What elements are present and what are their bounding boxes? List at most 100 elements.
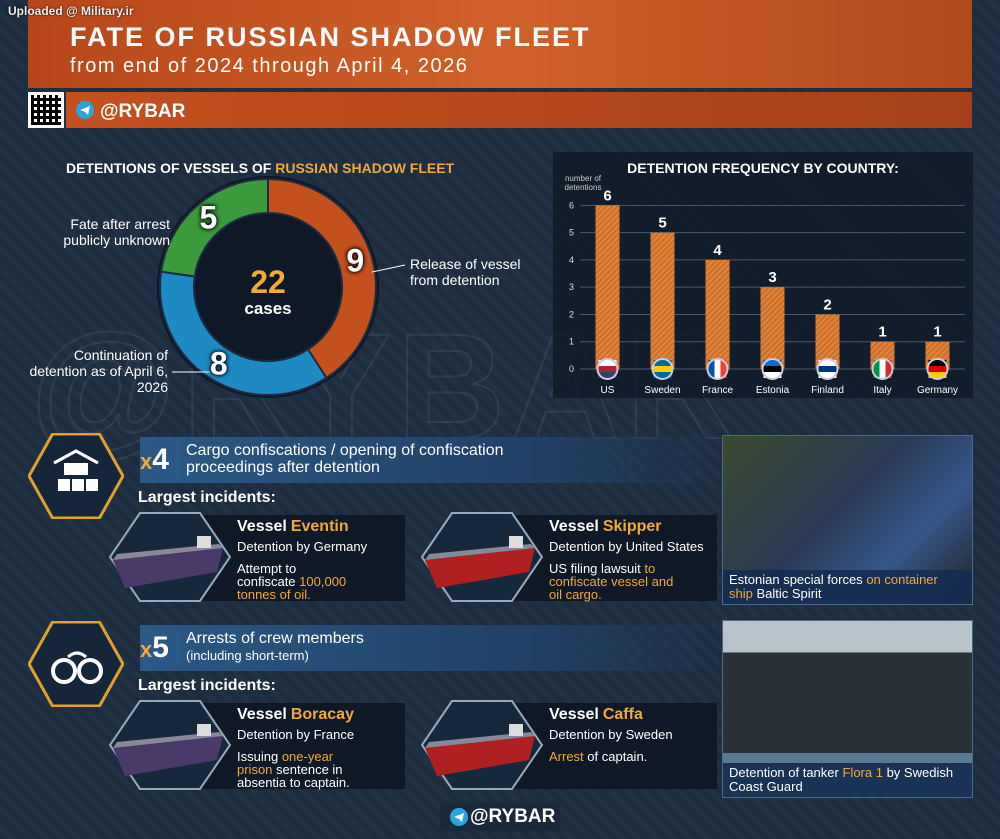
bar-value-label: 3 xyxy=(768,269,776,286)
section-text: Arrests of crew members (including short-… xyxy=(186,630,586,664)
upload-watermark: Uploaded @ Military.ir xyxy=(8,4,134,18)
donut-value-label: 5 xyxy=(199,199,218,236)
hull xyxy=(113,548,223,588)
flag-stripe xyxy=(763,360,782,366)
flag-stripe xyxy=(885,360,892,378)
donut-total: 22 xyxy=(250,264,286,300)
text-part: to confiscate vessel and oil cargo. xyxy=(549,561,674,602)
bar-chart: 0 1 2 3 4 5 6 6 US 5 Sweden 4 France 3 Estonia 2 Finland… xyxy=(569,187,965,396)
text-part: Flora 1 xyxy=(842,765,883,780)
hull xyxy=(113,736,223,776)
section-count: x4 xyxy=(140,443,169,477)
cuff-icon xyxy=(77,658,103,684)
vessel-name-highlight: Skipper xyxy=(602,518,662,535)
text-part: Issuing xyxy=(237,749,279,764)
incident-note: Attempt to confiscate 100,000 tonnes of o… xyxy=(237,562,377,601)
flag-stripe xyxy=(928,366,947,372)
section-banner xyxy=(140,437,722,483)
count-value: 5 xyxy=(152,631,169,664)
vessel-name-highlight: Caffa xyxy=(602,706,643,723)
vessel-image xyxy=(108,512,232,602)
x-tick-label: US xyxy=(601,385,615,396)
text-part: one-year prison xyxy=(237,749,334,777)
flag-stripe xyxy=(818,360,837,366)
vessel-image xyxy=(108,700,232,790)
chain-icon xyxy=(67,651,87,659)
vessel-name: Vessel Boracay xyxy=(237,706,377,724)
photo: Estonian special forces on container ship… xyxy=(722,435,973,605)
cuff-icon xyxy=(51,658,77,684)
donut-chart xyxy=(157,176,406,398)
flag-stripe xyxy=(653,372,672,378)
flag-stripe xyxy=(598,360,617,366)
section-text-main: Cargo confiscations / opening of confisc… xyxy=(186,442,504,476)
incident-note: US filing lawsuit to confiscate vessel an… xyxy=(549,562,689,601)
deck xyxy=(113,732,223,748)
donut-label: Release of vessel from detention xyxy=(410,256,521,288)
text-part: Detention of tanker xyxy=(729,765,839,780)
section-banner xyxy=(140,625,722,671)
flag-stripe xyxy=(928,360,947,366)
donut-center-box: 22 cases xyxy=(218,265,318,319)
flag-stripe xyxy=(928,372,947,378)
count-prefix: x xyxy=(140,637,153,662)
bar xyxy=(760,287,785,369)
x-tick-label: Finland xyxy=(811,385,844,396)
y-tick-label: 2 xyxy=(569,309,574,319)
y-tick-label: 4 xyxy=(569,255,574,265)
incident-text: Vessel Caffa Detention by Sweden Arrest of c… xyxy=(549,706,689,763)
leader-line xyxy=(371,264,406,273)
incident-note: Arrest of captain. xyxy=(549,750,689,763)
bar-value-label: 1 xyxy=(933,324,941,341)
qr-code xyxy=(28,92,64,128)
y-axis-label: number of detentions xyxy=(564,174,602,192)
donut-title-text: DETENTIONS OF VESSELS OF xyxy=(66,160,272,176)
count-value: 4 xyxy=(152,443,169,476)
flag-stripe xyxy=(598,366,617,372)
incident-card: Vessel Boracay Detention by France Issuing o… xyxy=(105,698,405,793)
text-part: of captain. xyxy=(587,749,648,764)
box-icon xyxy=(58,479,70,491)
photo-caption: Detention of tanker Flora 1 by Swedish Coa… xyxy=(723,763,972,797)
flag-stripe xyxy=(818,366,837,372)
bridge xyxy=(197,536,211,548)
section-text-main: Arrests of crew members xyxy=(186,630,364,647)
detention-by: Detention by United States xyxy=(549,539,704,554)
bar-value-label: 6 xyxy=(603,187,611,204)
subtitle: from end of 2024 through April 4, 2026 xyxy=(70,55,469,77)
flag-stripe xyxy=(708,360,715,378)
deck xyxy=(113,544,223,560)
photo-caption: Estonian special forces on container ship… xyxy=(723,570,972,604)
flag-ring xyxy=(926,358,949,380)
title: FATE OF RUSSIAN SHADOW FLEET xyxy=(70,22,591,52)
incident-card: Vessel Skipper Detention by United States U… xyxy=(417,510,717,605)
box-icon xyxy=(86,479,98,491)
section-heading: Largest incidents: xyxy=(138,489,276,506)
incident-card: Vessel Caffa Detention by Sweden Arrest of c… xyxy=(417,698,717,793)
section-icon xyxy=(28,433,124,519)
flag-stripe xyxy=(873,360,880,378)
vessel-name-highlight: Eventin xyxy=(290,518,349,535)
flag-stripe xyxy=(720,360,727,378)
vessel-name: Vessel Caffa xyxy=(549,706,689,724)
vessel-name: Vessel Skipper xyxy=(549,518,704,536)
header-band xyxy=(28,0,972,88)
incident-card: Vessel Eventin Detention by Germany Attempt… xyxy=(105,510,405,605)
bridge xyxy=(509,724,523,736)
flag-stripe xyxy=(818,372,837,378)
bar-value-label: 4 xyxy=(713,242,722,259)
bar xyxy=(650,232,675,369)
x-tick-label: Estonia xyxy=(756,385,790,396)
flag-stripe xyxy=(763,372,782,378)
flag-stripe xyxy=(714,360,721,378)
box-icon xyxy=(76,463,88,475)
flag-stripe xyxy=(653,366,672,372)
text-part: US filing lawsuit xyxy=(549,561,641,576)
hull xyxy=(425,548,535,588)
text-part: Baltic Spirit xyxy=(756,586,822,601)
incident-text: Vessel Skipper Detention by United States U… xyxy=(549,518,704,601)
flag-stripe xyxy=(763,366,782,372)
section-text: Cargo confiscations / opening of confisc… xyxy=(186,442,586,476)
vessel-label: Vessel xyxy=(237,518,287,535)
